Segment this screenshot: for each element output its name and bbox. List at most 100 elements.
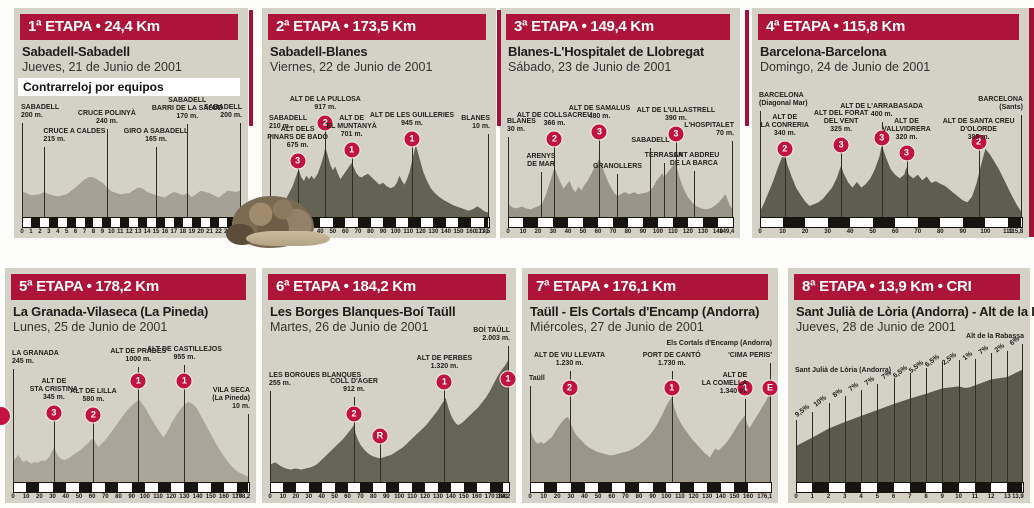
axis-tick-label: 40 bbox=[62, 494, 70, 500]
stage-date: Jueves, 21 de Junio de 2001 bbox=[22, 60, 182, 74]
marker-label: CRUCE POLINYÀ 240 m. bbox=[77, 110, 136, 125]
axis-tick-label: 70 bbox=[101, 494, 109, 500]
axis-tick-label: 70 bbox=[357, 494, 364, 500]
checker-block bbox=[307, 218, 321, 227]
axis-tick-label: 5 bbox=[65, 229, 69, 235]
category-badge-3: 3 bbox=[45, 404, 63, 422]
checker-block bbox=[463, 483, 477, 492]
km-checker-bar bbox=[530, 482, 772, 493]
checker-block bbox=[962, 218, 986, 227]
checker-block bbox=[812, 483, 829, 492]
marker-label: ALT DE LES GUILLERIES 945 m. bbox=[369, 112, 455, 127]
marker-line bbox=[22, 123, 23, 217]
checker-block bbox=[612, 218, 628, 227]
profile-area bbox=[22, 177, 240, 217]
axis-tick-label: 7 bbox=[82, 229, 87, 235]
axis-tick-label: 13,9 bbox=[1012, 494, 1024, 500]
axis-tick-label: 120 bbox=[415, 229, 426, 235]
axis-tick-label: 40 bbox=[581, 494, 588, 500]
checker-block bbox=[1007, 483, 1022, 492]
axis-tick-label: 11 bbox=[117, 229, 124, 235]
marker-label: PORT DE CANTÓ 1.730 m. bbox=[642, 352, 701, 367]
axis-tick-label: 10 bbox=[279, 494, 287, 500]
checker-block bbox=[543, 483, 558, 492]
checker-block bbox=[552, 218, 568, 227]
axis-tick-label: 8 bbox=[91, 229, 96, 235]
checker-block bbox=[570, 483, 585, 492]
checker-block bbox=[210, 483, 224, 492]
stage-date: Viernes, 22 de Junio de 2001 bbox=[270, 60, 433, 74]
axis-tick-label: 100 bbox=[661, 494, 672, 500]
checker-block bbox=[782, 218, 806, 227]
marker-label: Sant Julià de Lòria (Andorra) bbox=[795, 367, 892, 374]
marker-line bbox=[554, 131, 556, 217]
stage-card-8: 8ª ETAPA • 13,9 Km • CRI Sant Julià de Lò… bbox=[788, 268, 1034, 503]
km-checker-bar bbox=[796, 482, 1024, 493]
checker-block bbox=[408, 218, 421, 227]
marker-line bbox=[184, 365, 186, 482]
marker-label: SABADELL 200 m. bbox=[21, 104, 60, 119]
marker-line bbox=[44, 147, 46, 217]
axis-tick-label: 160 bbox=[218, 494, 229, 500]
marker-label: BLANES 10 m. bbox=[461, 115, 490, 130]
km-checker-bar bbox=[270, 217, 490, 228]
marker-line bbox=[599, 124, 601, 217]
axis-tick-label: 30 bbox=[305, 494, 313, 500]
stage-route: Barcelona-Barcelona bbox=[760, 44, 887, 59]
turtle-photo-base bbox=[246, 231, 330, 246]
axis-tick-label: 50 bbox=[579, 229, 587, 235]
km-checker-bar bbox=[760, 217, 1023, 228]
checker-block bbox=[357, 218, 371, 227]
checker-block bbox=[52, 483, 66, 492]
profile-area bbox=[270, 145, 488, 217]
axis-tick-label: 180 bbox=[497, 494, 508, 500]
km-gridline bbox=[942, 362, 944, 482]
checker-block bbox=[827, 218, 851, 227]
marker-label: COLL D'AGER 912 m. bbox=[330, 378, 378, 393]
km-gridline bbox=[812, 411, 814, 482]
axis-tick-label: 184,2 bbox=[495, 494, 511, 500]
axis-tick-label: 9 bbox=[940, 494, 944, 500]
axis-tick-label: 10 bbox=[108, 229, 115, 235]
category-badge-1: 1 bbox=[175, 372, 193, 390]
axis-tick-label: 100 bbox=[139, 494, 150, 500]
axis-tick-label: 110 bbox=[675, 494, 685, 500]
stage-card-6: 6ª ETAPA • 184,2 Km Les Borges Blanques-B… bbox=[262, 268, 517, 503]
axis-tick-label: 80 bbox=[367, 229, 374, 235]
checker-block bbox=[332, 218, 346, 227]
checker-block bbox=[877, 483, 894, 492]
axis-tick-label: 160 bbox=[471, 494, 482, 500]
axis-tick-label: 80 bbox=[115, 494, 122, 500]
marker-line bbox=[508, 346, 509, 482]
marker-line bbox=[530, 386, 531, 482]
category-badge-3: 3 bbox=[590, 123, 608, 141]
marker-line bbox=[540, 172, 542, 217]
marker-label: ALT DE SAMALUS 480 m. bbox=[568, 105, 631, 120]
marker-line bbox=[353, 397, 355, 482]
km-gridline bbox=[861, 390, 863, 482]
marker-line bbox=[760, 111, 761, 217]
checker-block bbox=[120, 218, 130, 227]
elevation-profile bbox=[22, 177, 240, 217]
km-gridline bbox=[1007, 351, 1009, 482]
axis-tick-label: 120 bbox=[166, 494, 177, 500]
axis-tick-label: 120 bbox=[688, 494, 699, 500]
stage-banner: 2ª ETAPA • 173,5 Km bbox=[268, 14, 486, 40]
km-gridline bbox=[1022, 343, 1023, 482]
elevation-profile bbox=[270, 145, 488, 217]
marker-line bbox=[784, 141, 786, 217]
checker-block bbox=[437, 483, 451, 492]
marker-label: ALT DE EL MUNTANYÀ 701 m. bbox=[326, 115, 377, 138]
stage-route: La Granada-Vilaseca (La Pineda) bbox=[13, 304, 209, 319]
axis-tick-label: 10 bbox=[540, 494, 547, 500]
marker-label: ALT DE VIU LLEVATA 1.230 m. bbox=[533, 352, 606, 367]
axis-tick-label: 110 bbox=[403, 229, 414, 235]
stage-route: Sabadell-Blanes bbox=[270, 44, 368, 59]
elevation-profile bbox=[796, 369, 1022, 482]
axis-tick-label: 3 bbox=[47, 229, 51, 235]
stage-banner: 8ª ETAPA • 13,9 Km • CRI bbox=[794, 274, 1020, 300]
category-badge-2: 2 bbox=[545, 130, 563, 148]
axis-tick-label: 20 bbox=[197, 229, 205, 235]
stage-date: Lunes, 25 de Junio de 2001 bbox=[13, 320, 168, 334]
checker-block bbox=[483, 218, 488, 227]
